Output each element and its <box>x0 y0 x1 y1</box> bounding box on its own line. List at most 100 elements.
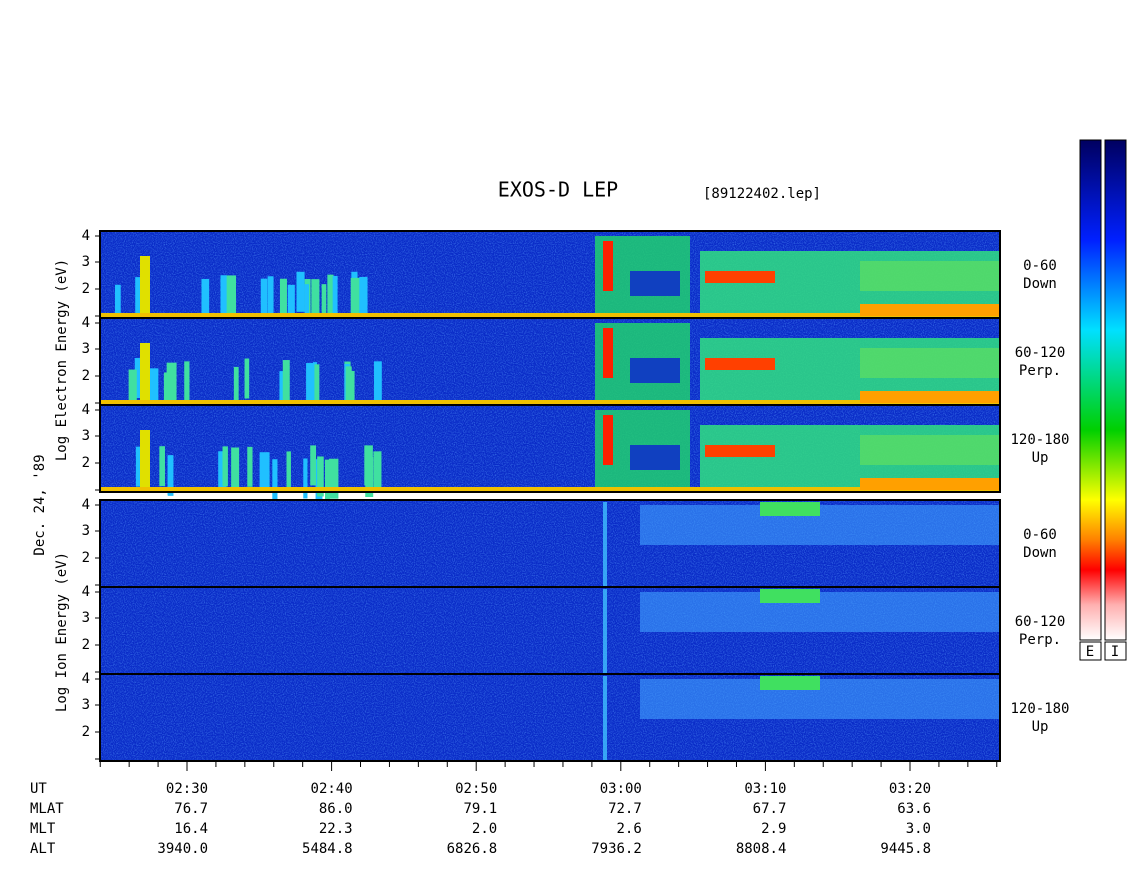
y-tick-label: 3 <box>82 341 90 357</box>
feature <box>374 361 382 402</box>
panel-range: 0-60 <box>1023 258 1057 274</box>
row-value: 9445.8 <box>880 841 931 857</box>
feature <box>332 275 338 316</box>
panel-direction: Up <box>1032 450 1049 466</box>
colorbar-label: E <box>1086 644 1094 660</box>
y-tick-label: 2 <box>82 637 90 653</box>
feature <box>345 366 352 407</box>
feature <box>115 284 121 325</box>
spectrogram-panel <box>99 404 1001 500</box>
row-value: 03:20 <box>889 781 931 797</box>
feature <box>167 455 174 496</box>
feature <box>304 284 309 325</box>
feature <box>201 278 210 319</box>
row-value: 7936.2 <box>591 841 642 857</box>
feature <box>100 400 1000 404</box>
feature <box>860 478 1000 490</box>
feature <box>860 348 1000 378</box>
feature <box>287 284 295 325</box>
y-tick-label: 4 <box>82 584 90 600</box>
spectrogram-panel <box>99 317 1001 413</box>
panel-direction: Down <box>1023 276 1057 292</box>
feature <box>247 446 253 487</box>
row-label: UT <box>30 781 47 797</box>
colorbar-electron <box>1079 139 1102 641</box>
feature <box>134 358 143 399</box>
panel-range: 120-180 <box>1010 432 1069 448</box>
feature <box>603 676 607 761</box>
feature <box>860 435 1000 465</box>
feature <box>630 445 680 470</box>
y-tick-label: 2 <box>82 368 90 384</box>
feature <box>630 358 680 383</box>
y-tick-label: 4 <box>82 497 90 513</box>
panel-direction: Perp. <box>1019 363 1061 379</box>
y-tick-label: 2 <box>82 550 90 566</box>
feature <box>306 363 315 404</box>
spectrogram-panel <box>99 499 1001 588</box>
feature <box>705 358 775 370</box>
y-tick-label: 4 <box>82 671 90 687</box>
y-tick-label: 3 <box>82 428 90 444</box>
feature <box>218 451 223 492</box>
spectrogram-panel <box>99 673 1001 762</box>
row-value: 16.4 <box>174 821 208 837</box>
feature <box>603 328 613 378</box>
row-value: 02:30 <box>166 781 208 797</box>
panel-range: 0-60 <box>1023 527 1057 543</box>
title: EXOS-D LEP <box>498 178 618 202</box>
feature <box>860 391 1000 403</box>
feature <box>603 241 613 291</box>
feature <box>860 304 1000 316</box>
row-value: 72.7 <box>608 801 642 817</box>
panel-range: 120-180 <box>1010 701 1069 717</box>
feature <box>303 458 308 499</box>
colorbar-box <box>1079 641 1102 661</box>
feature <box>159 446 165 487</box>
y-tick-label: 3 <box>82 697 90 713</box>
colorbar-box <box>1104 641 1127 661</box>
feature <box>760 589 820 603</box>
date-label: Dec. 24, '89 <box>32 454 48 555</box>
feature <box>233 366 239 407</box>
feature <box>166 362 177 403</box>
row-label: MLT <box>30 821 56 837</box>
feature <box>630 271 680 296</box>
colorbar-label: I <box>1111 644 1119 660</box>
feature <box>128 369 137 410</box>
feature <box>365 457 374 498</box>
row-value: 02:50 <box>455 781 497 797</box>
feature <box>231 447 240 488</box>
panel-frame <box>99 404 1001 493</box>
row-value: 2.0 <box>472 821 497 837</box>
y-tick-label: 3 <box>82 523 90 539</box>
spectrogram-panel <box>99 586 1001 675</box>
feature <box>310 445 317 486</box>
row-value: 02:40 <box>311 781 353 797</box>
feature <box>226 275 237 316</box>
feature <box>140 430 150 490</box>
feature <box>705 271 775 283</box>
feature <box>324 459 330 500</box>
feature <box>100 487 1000 491</box>
row-value: 79.1 <box>463 801 497 817</box>
row-value: 76.7 <box>174 801 208 817</box>
panel-direction: Down <box>1023 545 1057 561</box>
feature <box>267 276 274 317</box>
y-tick-label: 4 <box>82 228 90 244</box>
row-value: 3940.0 <box>157 841 208 857</box>
row-value: 63.6 <box>897 801 931 817</box>
feature <box>100 313 1000 317</box>
y-tick-label: 4 <box>82 315 90 331</box>
feature <box>860 261 1000 291</box>
row-value: 2.9 <box>761 821 786 837</box>
panel-range: 60-120 <box>1015 345 1066 361</box>
feature <box>260 278 268 319</box>
feature <box>296 271 305 312</box>
feature <box>282 360 290 401</box>
feature <box>328 458 339 499</box>
feature <box>259 452 270 493</box>
row-value: 03:10 <box>744 781 786 797</box>
feature <box>317 456 324 497</box>
feature <box>135 446 141 487</box>
